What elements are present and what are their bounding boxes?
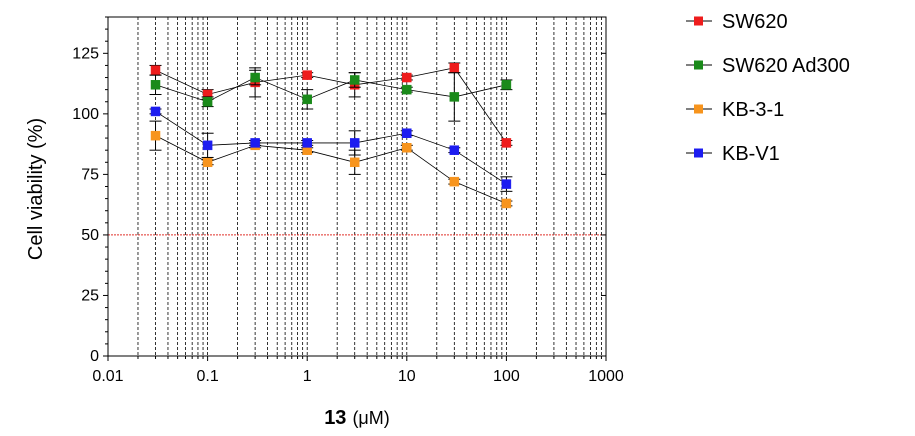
data-point <box>250 138 260 148</box>
series-kb-3-1 <box>149 120 513 209</box>
x-tick-label: 0.01 <box>92 368 123 385</box>
legend-marker <box>694 60 703 70</box>
data-point <box>202 97 213 107</box>
data-point <box>449 63 460 73</box>
data-point <box>349 157 360 168</box>
x-tick-label: 10 <box>398 368 416 385</box>
legend-label: KB-3-1 <box>722 99 784 121</box>
legend-label: KB-V1 <box>722 143 780 165</box>
x-axis-compound: 13 <box>324 407 346 429</box>
legend-marker <box>694 148 703 158</box>
x-axis-title: 13 (μM) <box>324 407 390 429</box>
data-point <box>501 179 512 189</box>
data-point <box>402 84 412 95</box>
x-tick-label: 1 <box>303 368 312 385</box>
legend-item: SW620 <box>686 11 788 33</box>
data-point <box>501 138 512 148</box>
data-point <box>302 138 312 148</box>
data-point <box>449 92 460 102</box>
plot-frame <box>107 16 607 357</box>
data-point <box>501 80 512 90</box>
data-point <box>449 176 460 187</box>
data-point <box>250 72 260 83</box>
data-point <box>150 80 161 90</box>
tick-labels: 0 25 50 75 100 125 0.01 0.1 1 10 100 1000 <box>72 45 624 385</box>
y-tick-label: 25 <box>81 287 99 304</box>
data-point <box>402 72 412 83</box>
legend-marker <box>694 104 703 114</box>
data-point <box>449 145 460 155</box>
x-axis-unit: (μM) <box>352 408 389 428</box>
legend-label: SW620 Ad300 <box>722 55 850 77</box>
data-point <box>302 70 312 80</box>
x-tick-label: 0.1 <box>196 368 218 385</box>
data-point <box>150 65 161 76</box>
data-point <box>402 128 412 138</box>
y-tick-label: 125 <box>72 45 99 62</box>
y-tick-label: 50 <box>81 227 99 244</box>
series-line <box>155 111 507 185</box>
legend-label: SW620 <box>722 11 788 33</box>
legend-item: KB-3-1 <box>686 99 784 121</box>
legend-marker <box>694 16 703 26</box>
data-point <box>202 157 213 168</box>
data-point <box>501 198 512 209</box>
data-point <box>349 75 360 85</box>
data-point <box>202 140 213 151</box>
x-tick-label: 100 <box>493 368 520 385</box>
y-tick-label: 75 <box>81 166 99 183</box>
legend-item: SW620 Ad300 <box>686 55 850 77</box>
legend: SW620 SW620 Ad300 KB-3-1 KB-V1 <box>686 11 850 165</box>
data-point <box>402 143 412 153</box>
series-kb-v1 <box>149 106 513 192</box>
series-sw620-ad300 <box>149 69 513 122</box>
series-layer <box>149 62 513 209</box>
y-axis-title: Cell viability (%) <box>25 118 47 260</box>
x-tick-label: 1000 <box>588 368 624 385</box>
y-tick-label: 0 <box>90 348 99 365</box>
series-line <box>155 77 507 103</box>
data-point <box>349 138 360 148</box>
grid-lines <box>137 17 602 356</box>
y-tick-label: 100 <box>72 106 99 123</box>
series-line <box>155 67 507 144</box>
axes <box>103 16 607 361</box>
data-point <box>150 130 161 141</box>
series-line <box>155 135 507 204</box>
legend-item: KB-V1 <box>686 143 780 165</box>
data-point <box>150 106 161 117</box>
data-point <box>302 94 312 105</box>
